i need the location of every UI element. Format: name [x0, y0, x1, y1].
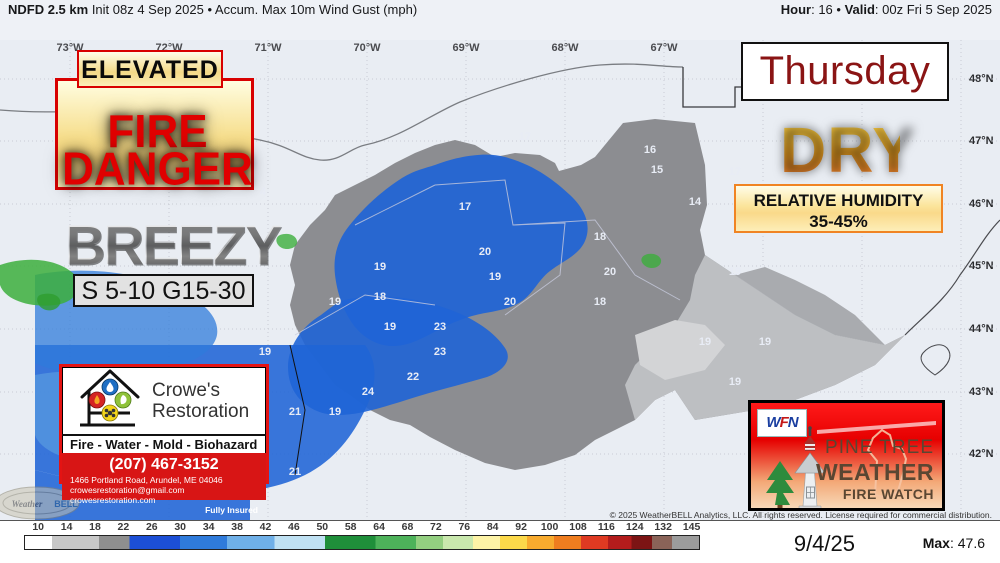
svg-text:20: 20 [479, 246, 491, 258]
svg-text:17: 17 [459, 201, 471, 213]
svg-text:19: 19 [759, 336, 771, 348]
svg-text:4: 4 [260, 186, 267, 198]
svg-text:15: 15 [651, 164, 663, 176]
svg-text:22: 22 [407, 371, 419, 383]
svg-text:17: 17 [519, 131, 531, 143]
svg-text:20: 20 [504, 296, 516, 308]
svg-text:19: 19 [259, 346, 271, 358]
svg-text:18: 18 [594, 231, 606, 243]
svg-text:19: 19 [384, 321, 396, 333]
svg-text:23: 23 [434, 321, 446, 333]
svg-text:20: 20 [604, 266, 616, 278]
svg-text:21: 21 [289, 466, 301, 478]
svg-text:24: 24 [362, 386, 375, 398]
svg-text:16: 16 [644, 144, 656, 156]
svg-text:21: 21 [289, 406, 301, 418]
svg-text:19: 19 [729, 376, 741, 388]
svg-text:Weather: Weather [12, 499, 43, 509]
svg-text:19: 19 [374, 261, 386, 273]
svg-text:17: 17 [729, 166, 741, 178]
svg-text:19: 19 [489, 271, 501, 283]
svg-text:19: 19 [729, 266, 741, 278]
svg-text:23: 23 [434, 346, 446, 358]
svg-text:19: 19 [329, 406, 341, 418]
svg-text:19: 19 [699, 336, 711, 348]
svg-text:18: 18 [594, 296, 606, 308]
svg-text:19: 19 [329, 296, 341, 308]
svg-text:18: 18 [374, 291, 386, 303]
svg-text:14: 14 [689, 196, 702, 208]
